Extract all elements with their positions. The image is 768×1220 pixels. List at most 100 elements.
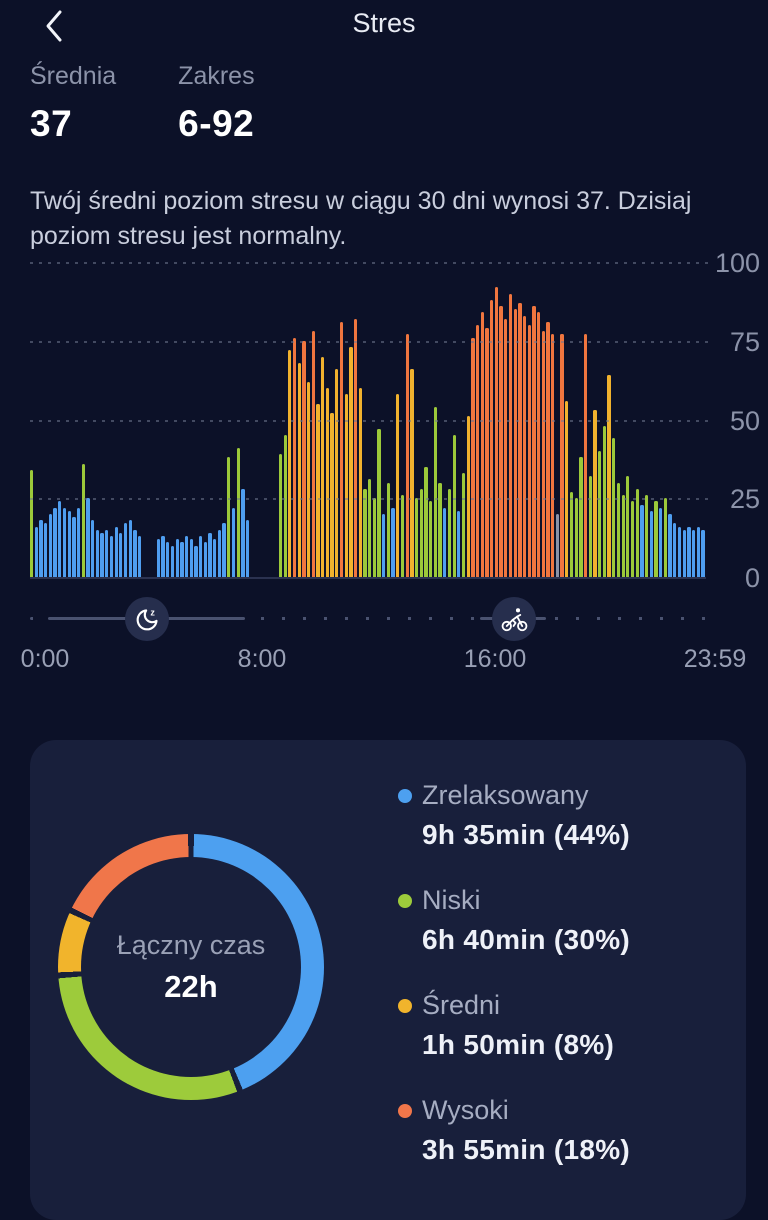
stress-bar [39, 520, 43, 577]
legend-value: 9h 35min (44%) [422, 819, 631, 850]
stress-bar [691, 529, 696, 577]
stress-bar [119, 532, 123, 577]
stress-bar [616, 482, 621, 577]
range-value: 6-92 [178, 103, 255, 144]
stress-bar [654, 501, 658, 577]
moon-z-icon: z [125, 597, 169, 641]
stress-bar [199, 536, 203, 577]
stress-bar [630, 501, 635, 577]
stress-bar [555, 514, 560, 577]
stress-bar [325, 388, 330, 577]
stress-bar [424, 466, 428, 577]
stress-bar [161, 536, 165, 577]
x-axis-label: 0:00 [20, 645, 70, 673]
stress-bar [443, 507, 447, 577]
gridline [30, 498, 710, 501]
legend-dot [398, 998, 412, 1013]
back-button[interactable] [34, 4, 74, 48]
stress-bar [682, 529, 686, 577]
stress-bar [278, 454, 283, 577]
stress-bar [494, 287, 499, 577]
stress-bar [222, 523, 226, 577]
stress-bar [184, 536, 189, 577]
stress-bar [447, 488, 452, 577]
y-axis-label: 0 [744, 563, 760, 593]
average-value: 37 [30, 103, 73, 144]
stress-bar [433, 406, 438, 577]
stress-bar [513, 309, 517, 577]
stress-bar [560, 334, 564, 577]
stress-bar [522, 315, 527, 577]
stress-bar [621, 495, 625, 577]
stress-bar [76, 507, 81, 577]
stress-bar [518, 302, 522, 577]
stress-day-chart: 0 25 50 75 100 [0, 248, 768, 593]
stress-bar [640, 504, 644, 577]
stress-bar [311, 331, 315, 577]
stress-bar [396, 394, 400, 577]
legend-value: 1h 50min (8%) [422, 1029, 615, 1060]
legend-dot [398, 788, 412, 803]
stress-bar [67, 510, 71, 577]
legend-label: Średni [422, 990, 501, 1020]
stress-bar [91, 520, 95, 577]
stress-bar [480, 312, 484, 577]
stress-bar [527, 325, 531, 577]
stress-bar [62, 507, 67, 577]
stress-bar [189, 539, 193, 577]
stress-bar [701, 529, 705, 577]
legend-label: Zrelaksowany [422, 780, 589, 810]
stress-bar [283, 435, 287, 577]
legend-item-header: Wysoki [398, 1095, 630, 1126]
description-text: Twój średni poziom stresu w ciągu 30 dni… [30, 187, 692, 250]
legend-label: Wysoki [422, 1095, 509, 1125]
bars-plot[interactable] [30, 262, 706, 579]
stress-bar [236, 447, 240, 577]
stress-bar [659, 507, 663, 577]
x-axis-labels: 0:00 8:00 16:00 23:59 [21, 645, 747, 679]
donut-center: Łączny czas 22h [58, 834, 324, 1100]
stress-bar [302, 340, 306, 577]
stress-bar [48, 514, 53, 577]
legend-item: Wysoki 3h 55min (18%) [398, 1095, 630, 1166]
stress-bar [579, 457, 583, 577]
stress-bar [372, 498, 376, 577]
cycling-icon [492, 597, 536, 641]
stress-bar [457, 510, 461, 577]
x-axis-label: 8:00 [237, 645, 287, 673]
stress-bar [687, 526, 691, 577]
stress-bar [353, 318, 358, 577]
donut-center-label: Łączny czas [116, 929, 266, 960]
stress-bar [537, 312, 541, 577]
stress-bar [677, 526, 682, 577]
stress-bar [363, 488, 367, 577]
stress-bar [649, 510, 653, 577]
stress-bar [34, 526, 38, 577]
stress-bar [86, 498, 90, 577]
stress-bar [105, 529, 109, 577]
stress-bar [316, 403, 320, 577]
stress-bar [382, 514, 386, 577]
stress-bar [368, 479, 372, 577]
stress-bar [612, 438, 616, 577]
average-stat: Średnia 37 [30, 62, 116, 145]
stress-bar [452, 435, 456, 577]
stress-bar [466, 416, 470, 577]
stress-bar [644, 495, 649, 577]
stress-bar [532, 306, 536, 577]
stress-bar [166, 542, 170, 577]
x-axis-label: 16:00 [463, 645, 527, 673]
stress-bar [109, 536, 114, 577]
stats-row: Średnia 37 Zakres 6-92 [30, 62, 255, 145]
stress-bar [292, 337, 297, 577]
stress-bar [335, 369, 339, 577]
legend-dot [398, 893, 412, 908]
stress-bar [410, 369, 414, 577]
stress-bar [607, 375, 611, 577]
stress-bar [471, 337, 475, 577]
stress-screen: { "header": { "title": "Stres", "back_ic… [0, 4, 768, 1220]
stress-bar [339, 321, 344, 577]
stress-bar [508, 293, 513, 577]
timeline-dotted-line [30, 617, 706, 620]
stress-bar [58, 501, 62, 577]
